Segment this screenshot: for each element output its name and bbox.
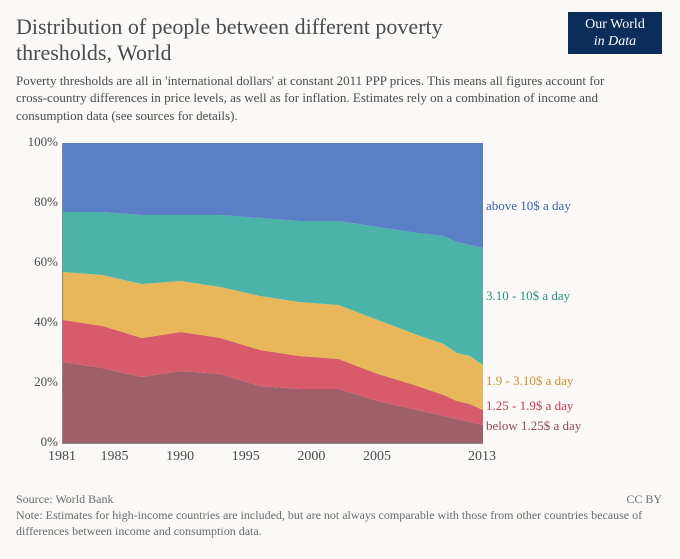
x-tick-label: 2005 — [363, 449, 391, 465]
x-tick-label: 1981 — [48, 449, 76, 465]
owid-logo: Our World in Data — [568, 12, 662, 54]
y-tick-label: 0% — [16, 434, 58, 450]
series-label-above_10: above 10$ a day — [486, 198, 571, 214]
y-tick-label: 80% — [16, 194, 58, 210]
logo-line2: in Data — [568, 34, 662, 51]
x-tick-label: 2000 — [297, 449, 325, 465]
x-tick-label: 1985 — [101, 449, 129, 465]
footer-note: Note: Estimates for high-income countrie… — [16, 508, 642, 538]
series-label-1_9_to_3_10: 1.9 - 3.10$ a day — [486, 373, 573, 389]
x-tick-label: 2013 — [468, 449, 496, 465]
x-tick-label: 1990 — [166, 449, 194, 465]
series-label-below_125: below 1.25$ a day — [486, 418, 581, 434]
license-label: CC BY — [626, 491, 662, 507]
series-label-3_10_to_10: 3.10 - 10$ a day — [486, 288, 570, 304]
chart-card: Our World in Data Distribution of people… — [0, 0, 680, 559]
y-tick-label: 60% — [16, 254, 58, 270]
plot-wrap: 0% 20% 40% 60% 80% 100% 1981 1985 1990 1995 2000 2… — [16, 137, 664, 483]
chart-subtitle: Poverty thresholds are all in 'internati… — [16, 72, 626, 125]
logo-line1: Our World — [568, 17, 662, 34]
stacked-areas — [63, 143, 483, 443]
source-line: Source: World Bank — [16, 492, 113, 506]
chart-title: Distribution of people between different… — [16, 14, 536, 66]
x-tick-label: 1995 — [232, 449, 260, 465]
chart-footer: Source: World Bank CC BY Note: Estimates… — [16, 491, 664, 540]
y-tick-label: 20% — [16, 374, 58, 390]
series-label-1_25_to_1_9: 1.25 - 1.9$ a day — [486, 398, 573, 414]
plot-area — [62, 143, 483, 444]
y-tick-label: 40% — [16, 314, 58, 330]
y-tick-label: 100% — [16, 134, 58, 150]
